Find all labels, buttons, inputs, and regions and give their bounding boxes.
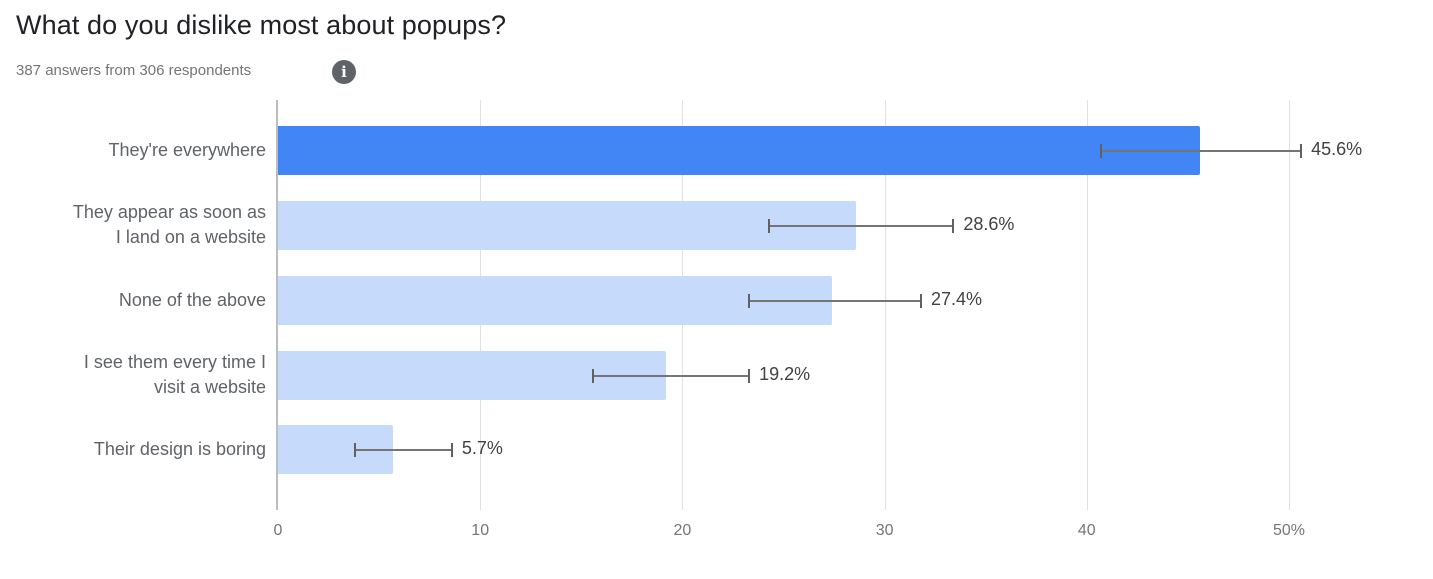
value-label: 27.4% (930, 289, 983, 309)
category-label: They're everywhere (6, 138, 267, 163)
error-bar-cap (592, 369, 595, 383)
error-bar-cap (768, 219, 771, 233)
x-tick-label: 40 (1077, 522, 1096, 539)
category-label-line: I land on a website (115, 227, 266, 247)
category-label: Their design is boring (6, 437, 266, 462)
error-bar (749, 300, 921, 302)
bar[interactable] (278, 201, 857, 250)
category-label: They appear as soon as I land on a websit… (6, 200, 266, 250)
error-bar-cap (748, 369, 751, 383)
x-tick-label: 0 (273, 522, 283, 539)
value-label: 5.7% (461, 438, 503, 458)
gridline (884, 100, 886, 510)
gridline (1086, 100, 1088, 510)
error-bar-cap (952, 219, 955, 233)
category-label-line: They're everywhere (108, 139, 267, 160)
category-label-line: Their design is boring (93, 438, 266, 459)
category-label-line: None of the above (118, 289, 266, 310)
error-bar-cap (450, 443, 453, 457)
x-tick-label: 10 (471, 522, 490, 539)
error-bar-cap (748, 294, 751, 308)
value-label: 45.6% (1311, 139, 1363, 159)
y-axis-line (276, 100, 278, 510)
category-label: I see them every time I visit a website (6, 350, 266, 400)
x-tick-label: 20 (673, 522, 692, 539)
category-label-line: I see them every time I (83, 352, 266, 372)
category-label-line: visit a website (153, 377, 266, 397)
error-bar-cap (1300, 144, 1303, 158)
chart-title: What do you dislike most about popups? (16, 10, 507, 40)
chart-subtitle: 387 answers from 306 respondents (16, 62, 252, 79)
error-bar-cap (1099, 144, 1102, 158)
error-bar (769, 225, 954, 227)
value-label: 19.2% (759, 364, 811, 384)
gridline (1289, 100, 1290, 510)
category-label: None of the above (6, 288, 266, 313)
error-bar (593, 375, 750, 377)
error-bar (1100, 150, 1302, 152)
value-label: 28.6% (963, 214, 1015, 234)
error-bar-cap (919, 294, 922, 308)
category-label-line: They appear as soon as (72, 202, 266, 222)
error-bar-cap (353, 443, 356, 457)
bar[interactable] (278, 276, 833, 325)
error-bar (354, 449, 452, 451)
info-icon[interactable]: i (332, 60, 356, 84)
x-tick-label: 50% (1272, 522, 1306, 539)
bar[interactable] (278, 126, 1201, 175)
x-tick-label: 30 (875, 522, 894, 539)
